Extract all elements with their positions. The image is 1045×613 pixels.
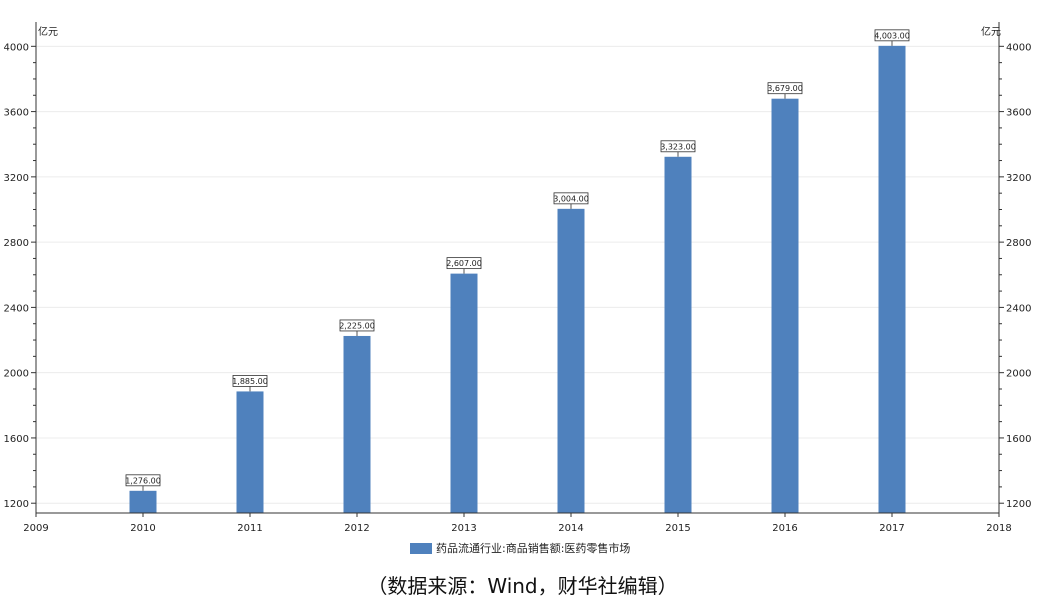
x-tick-label: 2010 — [130, 523, 155, 534]
right-tick-label: 3600 — [1006, 108, 1031, 119]
x-tick-label: 2009 — [23, 523, 48, 534]
right-tick-label: 2000 — [1006, 369, 1031, 380]
right-tick-label: 1600 — [1006, 434, 1031, 445]
left-tick-label: 1600 — [4, 434, 29, 445]
legend-label: 药品流通行业:商品销售额:医药零售市场 — [436, 542, 631, 555]
x-tick-label: 2018 — [986, 523, 1011, 534]
data-label-box — [125, 474, 161, 487]
right-tick-label: 2800 — [1006, 238, 1031, 249]
source-caption: （数据来源：Wind，财华社编辑） — [367, 574, 678, 598]
legend-swatch — [410, 542, 432, 554]
left-tick-label: 2800 — [4, 238, 29, 249]
data-label-box — [232, 375, 268, 387]
bar-2014 — [557, 208, 585, 513]
data-label-box — [339, 319, 375, 332]
bar-chart: 1200 1200 1600 1600 2000 2000 2400 2400 2800 2800… — [4, 22, 1031, 534]
left-tick-label: 2400 — [4, 303, 29, 314]
left-tick-label: 1200 — [4, 499, 29, 510]
data-label-2015: 3,323.00 — [660, 142, 696, 151]
data-label-2010: 1,276.00 — [125, 476, 161, 485]
right-tick-label: 3200 — [1006, 173, 1031, 184]
right-tick-label: 4000 — [1006, 42, 1031, 53]
data-labels: 1,276.00 1,885.00 2,225.00 2,607.00 3,004.00… — [125, 29, 910, 491]
data-label-2012: 2,225.00 — [339, 321, 375, 330]
bar-2010 — [129, 490, 157, 513]
bars — [129, 45, 906, 514]
x-tick-label: 2015 — [665, 523, 690, 534]
data-label-box — [767, 82, 803, 95]
x-tick-label: 2014 — [558, 523, 583, 534]
data-label-box — [874, 29, 910, 42]
bar-2017 — [878, 45, 906, 514]
left-tick-label: 3200 — [4, 173, 29, 184]
data-label-2013: 2,607.00 — [446, 259, 482, 268]
x-tick-label: 2011 — [237, 523, 262, 534]
legend: 药品流通行业:商品销售额:医药零售市场 — [410, 540, 630, 556]
data-label-2011: 1,885.00 — [232, 377, 268, 386]
bar-2012 — [343, 335, 371, 513]
data-label-box — [553, 192, 589, 205]
x-tick-label: 2017 — [879, 523, 904, 534]
right-tick-label: 2400 — [1006, 303, 1031, 314]
data-label-2017: 4,003.00 — [874, 31, 910, 40]
right-tick-label: 1200 — [1006, 499, 1031, 510]
bar-2016 — [771, 98, 799, 513]
data-label-2016: 3,679.00 — [767, 84, 803, 93]
bar-2011 — [236, 391, 264, 513]
bar-2013 — [450, 273, 478, 513]
left-tick-label: 4000 — [4, 42, 29, 53]
x-tick-label: 2016 — [772, 523, 797, 534]
data-label-box — [446, 257, 482, 270]
left-axis-unit: 亿元 — [38, 25, 58, 38]
axes: 1200 1200 1600 1600 2000 2000 2400 2400 2800 2800… — [4, 22, 1031, 534]
data-label-2014: 3,004.00 — [553, 194, 589, 203]
gridlines — [36, 45, 999, 504]
right-axis-unit: 亿元 — [981, 25, 1001, 38]
x-tick-label: 2012 — [344, 523, 369, 534]
bar-2015 — [664, 156, 692, 513]
x-tick-label: 2013 — [451, 523, 476, 534]
left-tick-label: 2000 — [4, 369, 29, 380]
left-tick-label: 3600 — [4, 108, 29, 119]
data-label-box — [660, 140, 696, 153]
